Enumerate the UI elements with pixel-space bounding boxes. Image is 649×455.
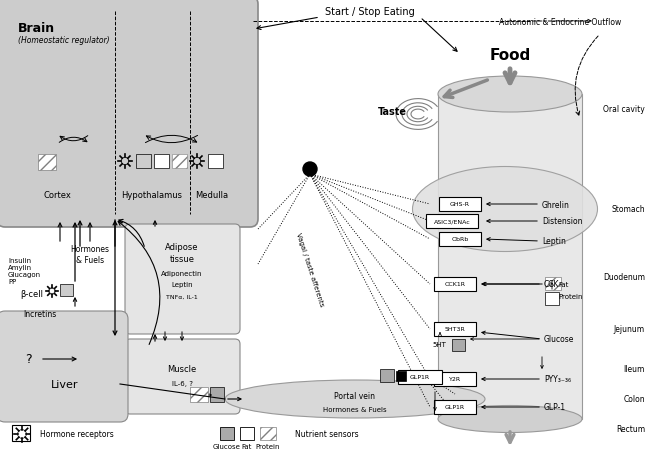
Text: CCK: CCK xyxy=(544,280,559,289)
Text: Fat: Fat xyxy=(558,281,569,288)
Text: Cortex: Cortex xyxy=(43,190,71,199)
Text: Autonomic & Endocrine Outflow: Autonomic & Endocrine Outflow xyxy=(499,17,621,26)
Text: TNFα, IL-1: TNFα, IL-1 xyxy=(166,294,198,299)
Text: 5HT: 5HT xyxy=(432,341,446,347)
Text: Hormones
& Fuels: Hormones & Fuels xyxy=(71,245,110,264)
Text: Adipose: Adipose xyxy=(165,243,199,252)
Text: Brain: Brain xyxy=(18,22,55,35)
Text: β-cell: β-cell xyxy=(20,290,43,299)
Text: (Homeostatic regulator): (Homeostatic regulator) xyxy=(18,36,110,45)
Text: Glucose: Glucose xyxy=(213,443,241,449)
Text: CCK1R: CCK1R xyxy=(445,282,465,287)
Text: Stomach: Stomach xyxy=(611,205,645,214)
Text: Hormone receptors: Hormone receptors xyxy=(40,430,114,439)
Text: ?: ? xyxy=(25,353,32,366)
Text: Oral cavity: Oral cavity xyxy=(604,105,645,114)
Bar xyxy=(439,233,481,247)
Bar xyxy=(438,95,582,419)
Bar xyxy=(210,387,224,402)
Bar xyxy=(545,293,559,305)
Bar xyxy=(220,427,234,440)
Text: Rectum: Rectum xyxy=(616,425,645,434)
FancyBboxPatch shape xyxy=(125,224,240,334)
Text: GHS-R: GHS-R xyxy=(450,202,470,207)
Bar xyxy=(434,372,476,386)
Text: Distension: Distension xyxy=(542,217,583,226)
Text: Protein: Protein xyxy=(256,443,280,449)
Text: Muscle: Muscle xyxy=(167,365,197,374)
Text: Jejunum: Jejunum xyxy=(614,325,645,334)
Text: Nutrient sensors: Nutrient sensors xyxy=(295,430,359,439)
Text: Start / Stop Eating: Start / Stop Eating xyxy=(325,7,415,17)
Text: Adiponectin: Adiponectin xyxy=(161,270,202,276)
Text: IL-6, ?: IL-6, ? xyxy=(171,380,193,386)
Text: Food: Food xyxy=(489,47,531,62)
Bar xyxy=(190,387,208,402)
Bar xyxy=(240,427,254,440)
Text: GLP1R: GLP1R xyxy=(445,404,465,410)
Text: Vagal / taste afferents: Vagal / taste afferents xyxy=(295,232,324,307)
Ellipse shape xyxy=(413,167,598,252)
Ellipse shape xyxy=(438,405,582,433)
Bar xyxy=(452,339,465,351)
Bar xyxy=(260,427,276,440)
FancyBboxPatch shape xyxy=(0,0,258,228)
Text: GLP1R: GLP1R xyxy=(410,374,430,379)
Bar xyxy=(154,155,169,169)
Bar xyxy=(398,370,442,384)
Text: ObRb: ObRb xyxy=(451,237,469,242)
Circle shape xyxy=(303,162,317,177)
Bar xyxy=(545,278,561,290)
Text: Duodenum: Duodenum xyxy=(603,273,645,282)
Ellipse shape xyxy=(225,380,485,418)
Text: Glucose: Glucose xyxy=(544,335,574,344)
Ellipse shape xyxy=(438,77,582,113)
Text: tissue: tissue xyxy=(169,255,195,264)
Text: Y2R: Y2R xyxy=(449,377,461,382)
Text: Ghrelin: Ghrelin xyxy=(542,200,570,209)
Bar xyxy=(208,155,223,169)
Text: Ileum: Ileum xyxy=(624,365,645,374)
Text: Insulin
Amylin
Glucagon
PP: Insulin Amylin Glucagon PP xyxy=(8,258,41,284)
Bar xyxy=(136,155,151,169)
FancyBboxPatch shape xyxy=(125,339,240,414)
Text: Medulla: Medulla xyxy=(195,190,228,199)
Bar xyxy=(12,425,30,441)
Text: Protein: Protein xyxy=(558,293,583,299)
Text: 5HT3R: 5HT3R xyxy=(445,327,465,332)
Text: Taste: Taste xyxy=(378,107,407,117)
Text: Colon: Colon xyxy=(624,394,645,404)
Bar xyxy=(434,322,476,336)
Bar xyxy=(434,278,476,291)
Bar xyxy=(60,284,73,296)
Text: Hormones & Fuels: Hormones & Fuels xyxy=(323,406,387,412)
Bar xyxy=(434,400,476,414)
Text: Leptin: Leptin xyxy=(542,237,566,246)
Bar xyxy=(396,371,406,381)
Text: Fat: Fat xyxy=(242,443,252,449)
Text: PYY₃₋₃₆: PYY₃₋₃₆ xyxy=(544,374,571,384)
Text: Incretins: Incretins xyxy=(23,310,56,319)
Text: GLP-1: GLP-1 xyxy=(544,403,566,412)
Text: Portal vein: Portal vein xyxy=(334,392,376,400)
Bar xyxy=(38,155,56,171)
Bar xyxy=(439,197,481,212)
Text: Liver: Liver xyxy=(51,379,79,389)
Text: Hypothalamus: Hypothalamus xyxy=(121,190,182,199)
FancyBboxPatch shape xyxy=(0,311,128,422)
Bar xyxy=(172,155,187,169)
Text: Leptin: Leptin xyxy=(171,281,193,288)
Bar xyxy=(380,369,394,382)
Text: ASIC3/ENAc: ASIC3/ENAc xyxy=(434,219,471,224)
Bar xyxy=(426,214,478,228)
